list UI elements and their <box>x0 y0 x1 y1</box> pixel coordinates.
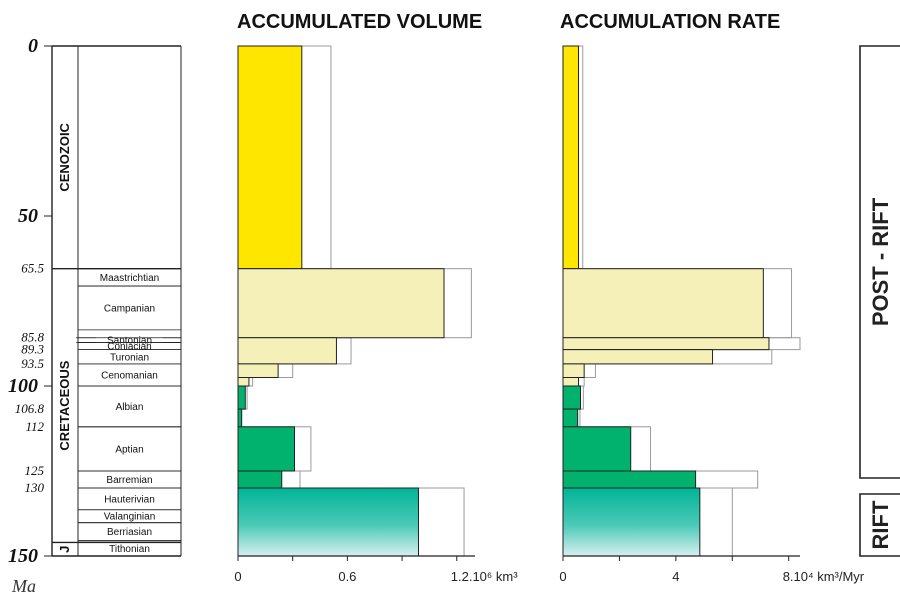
stage-label: Tithonian <box>109 544 150 555</box>
phase-label: POST - RIFT <box>868 197 893 326</box>
phase-label: RIFT <box>868 500 893 549</box>
data-bar <box>237 487 419 557</box>
rate-panel: 0 4 8.10⁴ km³/Myr <box>559 45 865 584</box>
stage-label: Aptian <box>115 444 143 455</box>
data-bar <box>237 377 250 387</box>
stage-label: Albian <box>116 402 144 413</box>
age-label: 112 <box>25 419 44 434</box>
stage-label: Coniacian <box>107 342 151 353</box>
age-label: 130 <box>25 480 45 495</box>
stage-label: Valanginian <box>104 512 156 523</box>
x-tick-label: 8.10⁴ km³/Myr <box>783 569 865 584</box>
data-bar <box>237 408 243 428</box>
age-label: 93.5 <box>21 356 44 371</box>
data-bar <box>562 426 632 472</box>
x-tick-label: 0 <box>559 569 566 584</box>
stratigraphic-column: CENOZOIC CRETACEOUS J Maastrichtian Campania… <box>51 45 182 557</box>
stage-label: Hauterivian <box>104 494 155 505</box>
age-unit-label: Ma <box>11 576 36 596</box>
age-label: 106.8 <box>15 401 45 416</box>
data-bar <box>237 45 303 270</box>
data-bar <box>237 426 296 472</box>
stage-label: Campanian <box>104 303 155 314</box>
data-bar <box>562 487 701 557</box>
age-label: 100 <box>8 375 38 397</box>
era-label: CENOZOIC <box>57 122 72 191</box>
data-bar <box>237 470 283 489</box>
data-bar <box>562 408 579 428</box>
stage-label: Santonian <box>107 336 152 347</box>
data-bar <box>562 337 770 351</box>
volume-panel: 0 0.6 1.2.10⁶ km³ <box>234 45 518 584</box>
data-bar <box>562 363 585 378</box>
data-bar <box>562 45 580 270</box>
stage-label: Maastrichtian <box>100 273 159 284</box>
age-label: 150 <box>8 545 38 567</box>
data-bar <box>237 363 279 378</box>
phase-bracket <box>859 45 900 479</box>
tectonic-phase-column: POST - RIFT RIFT <box>859 45 900 557</box>
data-bar <box>562 385 581 410</box>
age-label: 89.3 <box>21 342 44 357</box>
x-tick-label: 1.2.10⁶ km³ <box>451 569 518 584</box>
x-tick-label: 4 <box>672 569 679 584</box>
age-label: 65.5 <box>21 261 44 276</box>
age-label: 0 <box>28 35 38 57</box>
chart-title-volume: ACCUMULATED VOLUME <box>237 11 482 33</box>
age-axis: 0 50 65.5 85.889.393.5 100 106.8 112 125 130 150 <box>8 35 52 567</box>
data-bar <box>562 349 714 365</box>
stage-label: Turonian <box>110 352 149 363</box>
stage-label: Barremian <box>106 475 152 486</box>
phase-bracket <box>859 493 900 557</box>
age-label: 50 <box>18 205 38 227</box>
data-bar <box>237 337 337 365</box>
data-bar <box>562 470 697 489</box>
stage-label: Cenomanian <box>101 370 158 381</box>
age-label: 85.8 <box>21 330 44 345</box>
age-label: 125 <box>25 463 45 478</box>
stage-label: Berriasian <box>107 527 152 538</box>
data-bar <box>237 268 445 339</box>
x-tick-label: 0.6 <box>338 569 356 584</box>
data-bar <box>562 268 764 339</box>
era-label: J <box>57 546 72 553</box>
data-bar <box>237 385 246 410</box>
era-label: CRETACEOUS <box>57 360 72 450</box>
x-tick-label: 0 <box>234 569 241 584</box>
data-bar <box>562 377 580 387</box>
chart-title-rate: ACCUMULATION RATE <box>560 11 780 33</box>
